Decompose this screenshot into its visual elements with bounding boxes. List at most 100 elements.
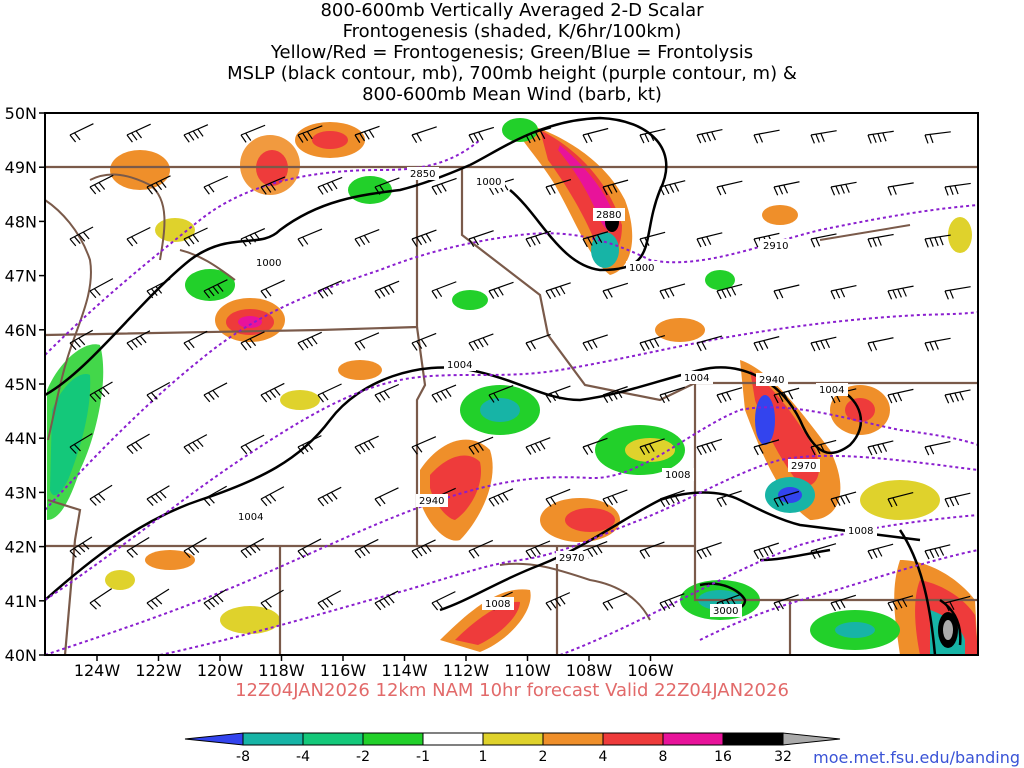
wind-barb bbox=[830, 594, 857, 612]
latitude-tick-label: 44N bbox=[5, 429, 37, 448]
latitude-tick-label: 45N bbox=[5, 375, 37, 394]
wind-barb bbox=[297, 538, 322, 559]
wind-barb bbox=[602, 592, 628, 611]
svg-text:1004: 1004 bbox=[238, 512, 263, 523]
colorbar: -8 -4 -2 -1 1 2 4 8 16 32 bbox=[184, 732, 841, 765]
wind-barb bbox=[867, 337, 894, 352]
wind-barb bbox=[297, 331, 322, 351]
svg-text:1008: 1008 bbox=[665, 470, 690, 481]
wind-barb bbox=[659, 593, 685, 611]
wind-barb bbox=[753, 129, 780, 144]
svg-text:1004: 1004 bbox=[447, 360, 472, 371]
wind-barb bbox=[69, 536, 93, 558]
svg-text:3000: 3000 bbox=[713, 606, 738, 617]
svg-text:2880: 2880 bbox=[596, 210, 621, 221]
height-label: 2940 bbox=[756, 373, 788, 386]
colorbar-arrow-left bbox=[184, 732, 244, 746]
mslp-contours bbox=[44, 116, 962, 656]
colorbar-segment bbox=[362, 732, 424, 746]
wind-barb bbox=[659, 180, 686, 196]
wind-barb bbox=[317, 383, 342, 403]
wind-barb bbox=[146, 588, 170, 610]
svg-text:1000: 1000 bbox=[629, 263, 654, 274]
longitude-tick-label: 108W bbox=[566, 661, 613, 680]
wind-barb bbox=[126, 433, 150, 455]
wind-barb bbox=[317, 280, 343, 299]
wind-barb bbox=[525, 230, 551, 248]
wind-barb bbox=[753, 439, 780, 456]
wind-barb bbox=[183, 227, 208, 247]
wind-barb bbox=[89, 278, 114, 299]
wind-barb bbox=[146, 381, 171, 403]
longitude-tick-label: 124W bbox=[74, 661, 121, 680]
colorbar-label: -1 bbox=[416, 749, 430, 765]
svg-text:1004: 1004 bbox=[684, 373, 709, 384]
wind-barb bbox=[582, 334, 608, 352]
longitude-tick-label: 112W bbox=[443, 661, 490, 680]
wind-barb bbox=[696, 335, 723, 352]
wind-barb bbox=[944, 492, 971, 508]
wind-barb bbox=[525, 540, 551, 559]
colorbar-label: 2 bbox=[539, 749, 548, 765]
wind-barb bbox=[146, 175, 171, 195]
svg-text:2970: 2970 bbox=[559, 553, 584, 564]
wind-barb bbox=[468, 126, 495, 144]
wind-barb bbox=[773, 490, 800, 508]
wind-barb bbox=[944, 286, 971, 300]
wind-barb bbox=[602, 489, 628, 507]
wind-barb bbox=[89, 381, 113, 403]
wind-barb bbox=[431, 591, 456, 611]
latitude-tick-label: 48N bbox=[5, 212, 37, 231]
wind-barb bbox=[696, 129, 723, 144]
wind-barb bbox=[602, 282, 629, 300]
wind-barb bbox=[203, 485, 227, 507]
colorbar-label: 4 bbox=[599, 749, 608, 765]
wind-barb bbox=[830, 491, 857, 508]
wind-barb bbox=[924, 544, 951, 560]
wind-barb bbox=[431, 281, 457, 299]
wind-barb bbox=[887, 182, 914, 196]
wind-barb bbox=[354, 125, 380, 143]
wind-barb bbox=[183, 434, 208, 455]
wind-barb bbox=[431, 177, 457, 195]
title-line: Yellow/Red = Frontogenesis; Green/Blue =… bbox=[270, 42, 754, 63]
wind-barb bbox=[126, 226, 151, 247]
source-url[interactable]: moe.met.fsu.edu/banding bbox=[813, 748, 1020, 767]
mslp-label: 1008 bbox=[662, 468, 694, 481]
mslp-label: 1004 bbox=[444, 358, 476, 371]
wind-barb bbox=[944, 182, 971, 196]
wind-barb bbox=[240, 537, 265, 559]
wind-barb bbox=[944, 595, 971, 612]
wind-barb bbox=[867, 233, 894, 248]
wind-barb bbox=[374, 487, 399, 507]
latitude-tick-label: 46N bbox=[5, 321, 37, 340]
wind-barb bbox=[639, 438, 665, 456]
wind-barb bbox=[297, 435, 322, 455]
wind-barb bbox=[354, 332, 380, 351]
wind-barb bbox=[867, 130, 894, 144]
wind-barb bbox=[411, 332, 437, 351]
longitude-axis: 124W 122W 120W 118W 116W 114W 112W 110W 108W 106W bbox=[74, 655, 674, 680]
height-label: 2940 bbox=[416, 494, 448, 507]
wind-barb bbox=[716, 490, 742, 508]
wind-barb bbox=[69, 226, 94, 247]
wind-barb bbox=[525, 333, 551, 351]
wind-barb bbox=[696, 438, 723, 456]
wind-barb bbox=[126, 330, 151, 351]
wind-barb bbox=[773, 387, 800, 404]
colorbar-arrow-right bbox=[782, 732, 841, 746]
height-label: 2970 bbox=[788, 459, 820, 472]
frontogenesis-shading bbox=[47, 118, 978, 655]
wind-barb bbox=[525, 437, 551, 455]
longitude-tick-label: 116W bbox=[320, 661, 367, 680]
wind-barb bbox=[525, 127, 552, 144]
height-label: 3000 bbox=[710, 604, 742, 617]
wind-barb bbox=[924, 131, 951, 144]
wind-barb bbox=[468, 333, 494, 351]
colorbar-label: 16 bbox=[714, 749, 732, 765]
longitude-tick-label: 110W bbox=[504, 661, 551, 680]
wind-barb bbox=[203, 589, 227, 610]
wind-barb bbox=[773, 284, 800, 300]
title-line: 800-600mb Vertically Averaged 2-D Scalar bbox=[320, 0, 704, 21]
